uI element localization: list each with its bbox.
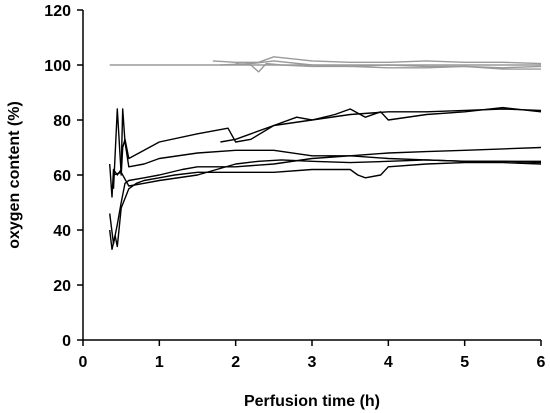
x-tick-label: 3 [308,354,317,371]
series-line-10 [113,159,541,187]
x-tick-label: 6 [537,354,546,371]
series-line-5 [112,108,542,189]
y-tick-label: 40 [53,223,71,240]
x-tick-label: 0 [79,354,88,371]
series-line-6 [220,106,542,143]
y-tick-label: 120 [44,3,71,20]
y-tick-label: 0 [62,333,71,350]
x-tick-label: 1 [155,354,164,371]
y-tick-label: 60 [53,168,71,185]
series-line-4 [220,60,542,69]
x-tick-label: 4 [384,354,393,371]
series-line-7 [109,108,542,198]
series-line-9 [109,161,542,251]
y-axis-title: oxygen content (%) [6,101,23,249]
series-line-2 [212,56,542,65]
x-tick-label: 2 [231,354,240,371]
x-tick-label: 5 [460,354,469,371]
y-tick-label: 80 [53,113,71,130]
y-tick-label: 100 [44,58,71,75]
series-layer [109,56,542,251]
x-axis-title: Perfusion time (h) [244,393,380,410]
y-tick-label: 20 [53,278,71,295]
